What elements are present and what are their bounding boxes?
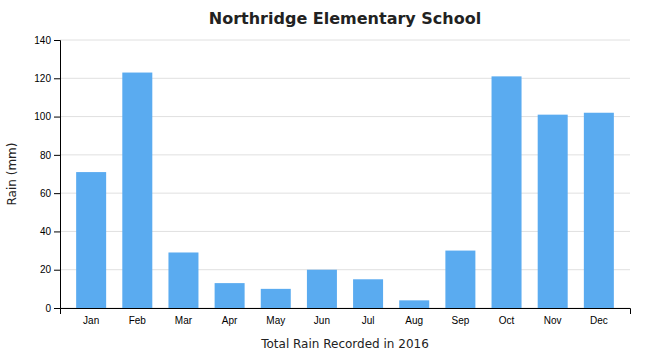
y-tick: 100 bbox=[34, 111, 60, 122]
title: Northridge Elementary School bbox=[209, 9, 481, 28]
x-tick-label: Nov bbox=[544, 315, 562, 326]
x-tick-label: Oct bbox=[499, 315, 515, 326]
bar bbox=[538, 115, 568, 308]
plot-area: Jan Feb Mar Apr May Jun Jul Aug Sep Oct Nov Dec 0 20 4… bbox=[34, 35, 630, 326]
x-axis: Jan Feb Mar Apr May Jun Jul Aug Sep Oct Nov Dec bbox=[61, 309, 631, 327]
x-tick-label: Jul bbox=[362, 315, 375, 326]
x-tick-label: Jan bbox=[83, 315, 99, 326]
y-tick-label: 100 bbox=[34, 111, 51, 122]
y-tick: 140 bbox=[34, 35, 60, 46]
y-tick-mark bbox=[54, 117, 60, 118]
bar bbox=[76, 172, 106, 308]
y-axis: 0 20 40 60 80 100 120 140 bbox=[34, 35, 60, 314]
x-tick-label: May bbox=[266, 315, 285, 326]
x-tick: Aug bbox=[405, 315, 423, 326]
y-tick-label: 80 bbox=[40, 150, 52, 161]
x-tick: Dec bbox=[590, 315, 608, 326]
x-axis-line bbox=[61, 309, 631, 315]
y-axis-line bbox=[54, 41, 61, 309]
x-axis-title: Total Rain Recorded in 2016 bbox=[260, 337, 429, 351]
y-tick-mark bbox=[54, 155, 60, 156]
bar bbox=[445, 251, 475, 308]
y-tick-label: 40 bbox=[40, 226, 52, 237]
y-tick-label: 60 bbox=[40, 188, 52, 199]
x-tick-label: Dec bbox=[590, 315, 608, 326]
y-tick: 60 bbox=[40, 188, 60, 199]
x-tick: Mar bbox=[175, 315, 193, 326]
bar bbox=[307, 270, 337, 308]
bar bbox=[261, 289, 291, 308]
x-tick: Jul bbox=[362, 315, 375, 326]
x-tick: Oct bbox=[499, 315, 515, 326]
bar bbox=[584, 113, 614, 308]
y-tick-mark bbox=[54, 231, 60, 232]
y-tick-mark bbox=[54, 270, 60, 271]
y-tick-mark bbox=[54, 308, 60, 309]
x-tick: Apr bbox=[222, 315, 238, 326]
bars bbox=[76, 73, 614, 308]
y-tick-mark bbox=[54, 193, 60, 194]
y-tick: 40 bbox=[40, 226, 60, 237]
chart-container: Jan Feb Mar Apr May Jun Jul Aug Sep Oct Nov Dec 0 20 4… bbox=[0, 0, 650, 360]
x-tick-label: Jun bbox=[314, 315, 330, 326]
y-tick-label: 120 bbox=[34, 73, 51, 84]
bar bbox=[353, 279, 383, 308]
bar bbox=[122, 73, 152, 308]
chart-svg: Jan Feb Mar Apr May Jun Jul Aug Sep Oct Nov Dec 0 20 4… bbox=[0, 0, 650, 360]
x-tick-label: Feb bbox=[129, 315, 147, 326]
x-tick: Jan bbox=[83, 315, 99, 326]
y-tick-mark bbox=[54, 40, 60, 41]
y-tick-label: 0 bbox=[45, 303, 51, 314]
bar bbox=[399, 300, 429, 308]
y-tick-label: 140 bbox=[34, 35, 51, 46]
y-tick: 80 bbox=[40, 150, 60, 161]
x-tick-label: Aug bbox=[405, 315, 423, 326]
y-tick: 120 bbox=[34, 73, 60, 84]
y-tick-label: 20 bbox=[40, 264, 52, 275]
bar bbox=[492, 76, 522, 308]
grid bbox=[60, 40, 630, 308]
x-tick-label: Mar bbox=[175, 315, 193, 326]
y-axis-title: Rain (mm) bbox=[5, 143, 19, 206]
x-tick: May bbox=[266, 315, 285, 326]
x-tick: Jun bbox=[314, 315, 330, 326]
x-tick: Sep bbox=[451, 315, 469, 326]
bar bbox=[215, 283, 245, 308]
x-tick: Feb bbox=[129, 315, 147, 326]
grid-line bbox=[60, 40, 630, 41]
y-tick-mark bbox=[54, 78, 60, 79]
bar bbox=[168, 252, 198, 308]
x-tick-label: Apr bbox=[222, 315, 238, 326]
x-tick-label: Sep bbox=[451, 315, 469, 326]
y-tick: 20 bbox=[40, 264, 60, 275]
y-tick: 0 bbox=[45, 303, 60, 314]
x-tick: Nov bbox=[544, 315, 562, 326]
